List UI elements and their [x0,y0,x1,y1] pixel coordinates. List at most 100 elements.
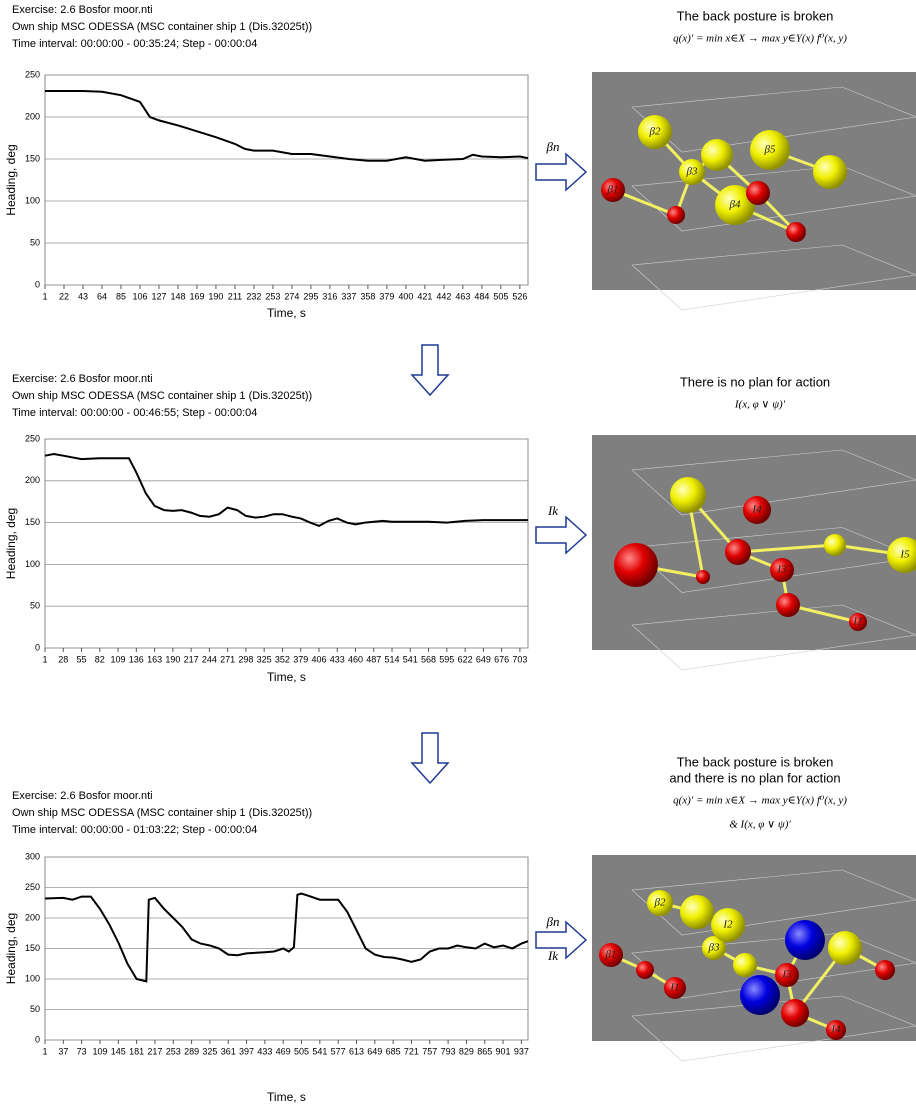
node-label: β3 [708,942,720,954]
x-tick-label: 460 [348,654,363,664]
y-tick-label: 50 [30,1004,40,1014]
x-tick-label: 253 [166,1046,181,1056]
x-tick-label: 352 [275,654,290,664]
sphere [638,115,672,149]
node-label: β2 [654,897,666,909]
x-tick-label: 577 [331,1046,346,1056]
panel-title: The back posture is broken [677,754,834,769]
scene-grid [631,165,916,232]
plot-area [44,438,529,649]
sphere [696,570,710,584]
x-tick-label: 145 [111,1046,126,1056]
y-axis-label: Heading, deg [4,508,18,579]
x-tick-label: 421 [417,291,432,301]
arrow-label: Ik [547,948,558,963]
x-tick-label: 793 [441,1046,456,1056]
node-label: I4 [751,504,762,516]
plot-area [44,74,529,286]
node-label: I1 [852,616,862,628]
x-tick-label: 253 [265,291,280,301]
scene-grid [631,869,916,936]
sphere [875,960,895,980]
x-tick-label: 649 [367,1046,382,1056]
x-tick-label: 469 [276,1046,291,1056]
x-tick-label: 73 [77,1046,87,1056]
y-tick-label: 300 [25,851,40,861]
sphere [813,155,847,189]
y-tick-label: 150 [25,943,40,953]
x-tick-label: 358 [360,291,375,301]
exercise-info: Exercise: 2.6 Bosfor moor.nti [12,373,153,385]
x-tick-label: 505 [493,291,508,301]
node-label: I3 [776,564,787,576]
arrow-label: βn [546,914,560,929]
node-label: β4 [729,199,741,211]
x-tick-label: 106 [132,291,147,301]
formula: q(x)′ = min x∈X → max y∈Y(x) f⁰(x, y) [673,33,847,45]
x-tick-label: 463 [455,291,470,301]
y-tick-label: 100 [25,973,40,983]
x-tick-label: 1 [42,1046,47,1056]
x-tick-label: 406 [311,654,326,664]
y-tick-label: 100 [25,559,40,569]
x-tick-label: 484 [474,291,489,301]
x-tick-label: 901 [496,1046,511,1056]
x-axis-label: Time, s [267,1090,306,1104]
right-arrow [535,515,588,555]
sphere [750,130,790,170]
x-tick-label: 190 [208,291,223,301]
y-tick-label: 50 [30,601,40,611]
x-tick-label: 181 [129,1046,144,1056]
sphere [680,895,714,929]
node-label: β1 [605,949,617,961]
x-tick-label: 505 [294,1046,309,1056]
x-tick-label: 274 [284,291,299,301]
x-tick-label: 1 [42,291,47,301]
node-label: I1 [669,982,679,994]
y-tick-label: 150 [25,153,40,163]
x-tick-label: 433 [330,654,345,664]
sphere [670,477,706,513]
node-label: I5 [899,549,910,561]
arrow-label: βn [546,139,560,154]
sphere [887,537,916,573]
node-label: β3 [686,166,698,178]
x-tick-label: 37 [58,1046,68,1056]
x-tick-label: 163 [147,654,162,664]
x-tick-label: 127 [151,291,166,301]
x-tick-label: 232 [246,291,261,301]
scene-grid [631,449,916,516]
sphere [849,613,867,631]
y-tick-label: 0 [35,279,40,289]
x-tick-label: 703 [512,654,527,664]
exercise-info: Own ship MSC ODESSA (MSC container ship … [12,21,312,33]
node-label: I3 [781,969,792,981]
x-tick-label: 298 [238,654,253,664]
x-tick-label: 937 [514,1046,529,1056]
formula: & I(x, φ ∨ ψ)′ [729,819,791,831]
x-tick-label: 148 [170,291,185,301]
sphere [711,908,745,942]
exercise-info: Time interval: 00:00:00 - 01:03:22; Step… [12,824,257,836]
x-tick-label: 829 [459,1046,474,1056]
sphere [775,963,799,987]
x-tick-label: 442 [436,291,451,301]
y-tick-label: 0 [35,642,40,652]
x-tick-label: 568 [421,654,436,664]
exercise-info: Own ship MSC ODESSA (MSC container ship … [12,807,312,819]
sphere [636,961,654,979]
x-tick-label: 379 [379,291,394,301]
y-tick-label: 150 [25,517,40,527]
x-tick-label: 295 [303,291,318,301]
x-tick-label: 244 [202,654,217,664]
heading-line [44,892,529,983]
x-tick-label: 28 [58,654,68,664]
x-tick-label: 82 [95,654,105,664]
x-tick-label: 397 [239,1046,254,1056]
scene-background [592,435,916,650]
x-tick-label: 685 [386,1046,401,1056]
y-tick-label: 0 [35,1034,40,1044]
node-label: I2 [722,919,733,931]
y-tick-label: 50 [30,237,40,247]
x-tick-label: 757 [422,1046,437,1056]
